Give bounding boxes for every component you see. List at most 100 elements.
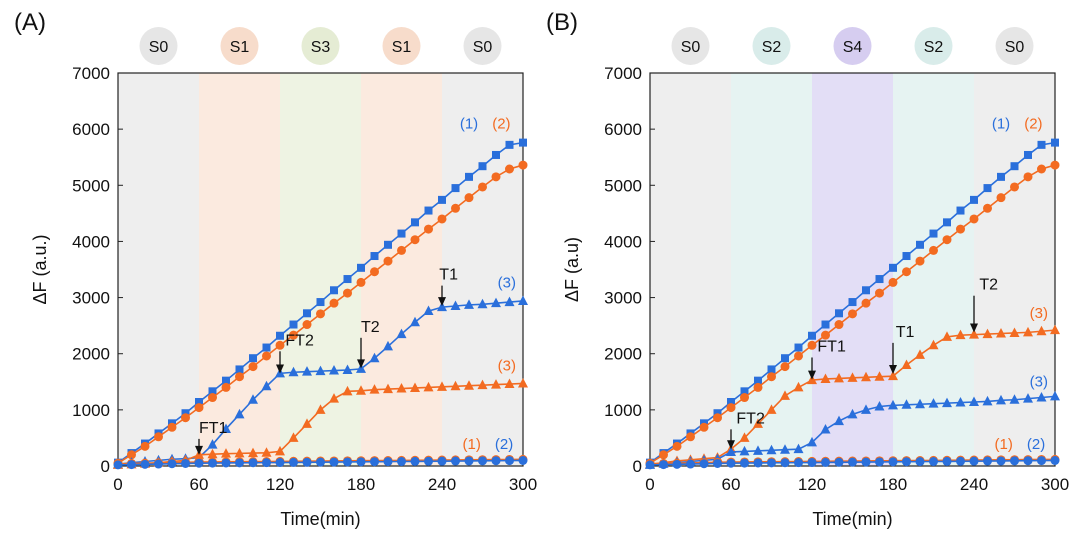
data-point xyxy=(275,445,285,456)
data-point xyxy=(902,252,911,261)
data-point xyxy=(208,393,217,403)
data-point xyxy=(477,379,488,390)
data-point xyxy=(127,460,136,470)
y-tick-label: 2000 xyxy=(604,345,642,364)
data-point xyxy=(834,457,844,467)
data-point xyxy=(504,378,515,389)
data-point xyxy=(1037,456,1046,466)
data-point xyxy=(248,458,258,468)
data-point xyxy=(356,277,366,287)
data-point xyxy=(1010,456,1019,466)
data-point xyxy=(969,396,979,406)
data-point xyxy=(396,328,407,339)
y-tick-label: 4000 xyxy=(72,232,110,251)
data-point xyxy=(956,206,965,215)
data-point xyxy=(996,328,1006,338)
data-point xyxy=(1023,172,1033,182)
data-point xyxy=(807,436,817,447)
x-axis-label: Time(min) xyxy=(812,509,892,529)
data-point xyxy=(780,390,790,400)
data-point xyxy=(248,362,258,372)
data-point xyxy=(821,330,830,340)
series-label: (1) xyxy=(463,436,481,453)
data-point xyxy=(315,365,326,376)
x-tick-label: 60 xyxy=(190,475,209,494)
data-point xyxy=(423,381,434,392)
data-point xyxy=(821,457,830,467)
data-point xyxy=(424,224,433,234)
data-point xyxy=(875,275,884,284)
x-tick-label: 120 xyxy=(798,475,826,494)
stage-label: S0 xyxy=(1005,39,1025,56)
data-point xyxy=(848,309,857,319)
data-point xyxy=(167,422,177,432)
x-tick-label: 180 xyxy=(347,475,375,494)
data-point xyxy=(342,385,353,396)
data-point xyxy=(956,456,965,466)
stage-band xyxy=(650,73,731,466)
stage-label: S2 xyxy=(762,39,782,56)
series-label: (2) xyxy=(492,116,510,133)
data-point xyxy=(1024,150,1032,159)
data-point xyxy=(820,373,831,383)
data-point xyxy=(383,340,393,351)
stage-band xyxy=(812,73,893,466)
data-point xyxy=(1023,393,1033,403)
data-point xyxy=(754,376,762,385)
data-point xyxy=(686,432,695,442)
data-point xyxy=(672,459,682,469)
y-tick-label: 7000 xyxy=(72,64,110,83)
data-point xyxy=(929,229,938,238)
data-point xyxy=(929,245,938,255)
data-point xyxy=(221,448,231,458)
data-point xyxy=(969,456,979,466)
data-point xyxy=(357,263,365,272)
data-point xyxy=(343,457,352,467)
x-tick-label: 0 xyxy=(113,475,122,494)
data-point xyxy=(888,457,898,467)
data-point xyxy=(396,383,407,393)
data-point xyxy=(740,458,749,468)
data-point xyxy=(1037,164,1046,174)
data-point xyxy=(289,457,298,467)
data-point xyxy=(167,459,177,469)
x-tick-label: 120 xyxy=(266,475,294,494)
data-point xyxy=(848,298,857,307)
data-point xyxy=(221,382,231,392)
data-point xyxy=(208,458,217,468)
data-point xyxy=(302,320,312,330)
annotation-label: T2 xyxy=(979,277,998,294)
series-label: (3) xyxy=(498,274,516,291)
data-point xyxy=(888,277,898,287)
data-point xyxy=(356,385,366,395)
data-point xyxy=(261,380,272,391)
data-point xyxy=(450,380,461,391)
data-point xyxy=(477,298,488,309)
data-point xyxy=(262,458,271,468)
y-tick-label: 5000 xyxy=(72,176,110,195)
data-point xyxy=(727,397,735,406)
annotation-arrowhead xyxy=(889,365,897,375)
data-point xyxy=(491,172,501,182)
x-tick-label: 240 xyxy=(960,475,988,494)
y-tick-label: 2000 xyxy=(72,345,110,364)
data-point xyxy=(235,458,244,468)
data-point xyxy=(464,193,474,203)
data-point xyxy=(248,394,258,404)
data-point xyxy=(740,393,749,403)
data-point xyxy=(342,364,353,374)
data-point xyxy=(834,320,844,330)
data-point xyxy=(726,446,736,456)
data-point xyxy=(834,415,844,426)
annotation-arrowhead xyxy=(808,370,816,380)
data-point xyxy=(645,460,655,470)
annotation-arrowhead xyxy=(727,440,735,450)
data-point xyxy=(369,384,380,394)
data-point xyxy=(767,458,776,468)
series-label: (3) xyxy=(1030,373,1048,390)
data-point xyxy=(861,298,871,308)
data-point xyxy=(929,457,938,467)
y-tick-label: 0 xyxy=(633,457,642,476)
data-point xyxy=(1010,182,1019,192)
data-point xyxy=(834,372,844,383)
